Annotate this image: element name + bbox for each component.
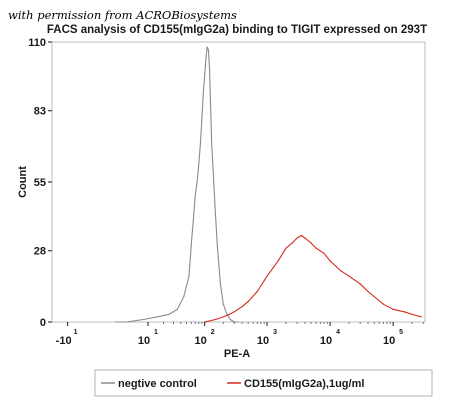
series-2-point	[214, 318, 217, 321]
y-tick-label: 110	[28, 37, 46, 49]
x-tick-label: 10	[195, 335, 207, 347]
y-tick-label: 83	[34, 106, 46, 118]
series-1-point	[196, 181, 198, 183]
series-1-point	[198, 163, 200, 165]
series-1-point	[205, 56, 207, 58]
plot-border	[51, 41, 426, 323]
series-2-point	[367, 290, 369, 293]
series-1-point	[229, 318, 231, 321]
series-1-point	[194, 194, 196, 196]
y-tick-label: 0	[40, 317, 46, 329]
watermark-text: with permission from ACROBiosystems	[8, 8, 237, 22]
series-2-point	[304, 237, 306, 239]
series-1-point	[210, 105, 212, 107]
x-tick-exponent: 5	[399, 329, 403, 336]
series-2-point	[403, 311, 405, 313]
series-2-point	[247, 301, 249, 303]
series-1-point	[183, 295, 185, 298]
series-1-point	[192, 219, 194, 221]
series-2-point	[285, 247, 287, 249]
series-2-point	[392, 308, 394, 310]
series-1-point	[168, 313, 170, 315]
series-1-point	[222, 303, 224, 305]
legend-label-1: negtive control	[118, 378, 197, 390]
x-tick-exponent: 4	[336, 329, 340, 336]
y-axis-label: Count	[17, 166, 29, 198]
series-1-point	[213, 181, 215, 183]
y-tick-label: 55	[34, 177, 46, 189]
series-2-point	[411, 313, 413, 315]
series-1-point	[115, 321, 117, 323]
legend-box	[94, 369, 433, 397]
series-1-point	[216, 245, 218, 247]
series-1-point	[206, 46, 208, 48]
series-1-point	[176, 308, 178, 310]
series-1-point	[219, 283, 221, 285]
series-1-point	[204, 74, 206, 76]
series-2-point	[241, 306, 243, 308]
x-tick-exponent: 1	[154, 329, 158, 336]
plot-area	[51, 41, 426, 323]
series-2-point	[373, 295, 375, 298]
x-tick-label: 10	[320, 335, 332, 347]
series-1-point	[126, 321, 128, 323]
series-1-point	[190, 245, 192, 247]
series-2-point	[382, 303, 384, 305]
series-2-point	[315, 247, 317, 249]
series-2-point	[277, 260, 279, 262]
x-tick-label: -10	[56, 335, 72, 347]
x-tick-label: 10	[138, 335, 150, 347]
y-axis: 0 28 55 83 110	[28, 37, 52, 329]
x-tick-label: 10	[257, 335, 269, 347]
series-1-point	[142, 318, 144, 321]
chart-title: FACS analysis of CD155(mIgG2a) binding t…	[47, 24, 427, 36]
series-2-point	[291, 242, 293, 244]
series-1-point	[156, 316, 158, 318]
series-2-point	[323, 252, 325, 254]
series-2-point	[296, 237, 298, 239]
x-tick-exponent: 3	[273, 329, 277, 336]
series-1-point	[202, 92, 204, 94]
series-2-point	[266, 275, 268, 277]
series-1-point	[201, 117, 203, 119]
series-2-point	[348, 275, 350, 277]
series-2-point	[310, 242, 312, 244]
series-2-point	[300, 234, 302, 237]
series-2-point	[222, 316, 224, 318]
series-2-point	[359, 283, 361, 285]
series-1-point	[199, 143, 201, 145]
series-2-point	[228, 313, 230, 315]
series-1-point	[211, 143, 213, 145]
series-2-point	[256, 290, 258, 293]
series-1-point	[237, 321, 239, 323]
histogram-series-layer	[115, 46, 422, 323]
series-2-point	[329, 260, 331, 262]
x-tick-exponent: 1	[74, 329, 78, 336]
x-tick-exponent: 2	[211, 329, 215, 336]
x-tick-label: 10	[383, 335, 395, 347]
series-2-point	[233, 311, 235, 313]
series-1-point	[214, 214, 217, 216]
chart-legend: negtive control CD155(mIgG2a),1ug/ml	[94, 369, 433, 397]
x-axis-label: PE-A	[224, 348, 250, 360]
y-tick-label: 28	[34, 246, 46, 258]
series-2-point	[340, 270, 342, 272]
series-1-point	[207, 49, 209, 51]
series-2-point	[420, 316, 422, 318]
legend-label-2: CD155(mIgG2a),1ug/ml	[244, 378, 364, 390]
series-1-point	[188, 275, 190, 277]
series-1-point	[208, 66, 211, 69]
series-line-1	[115, 46, 239, 323]
